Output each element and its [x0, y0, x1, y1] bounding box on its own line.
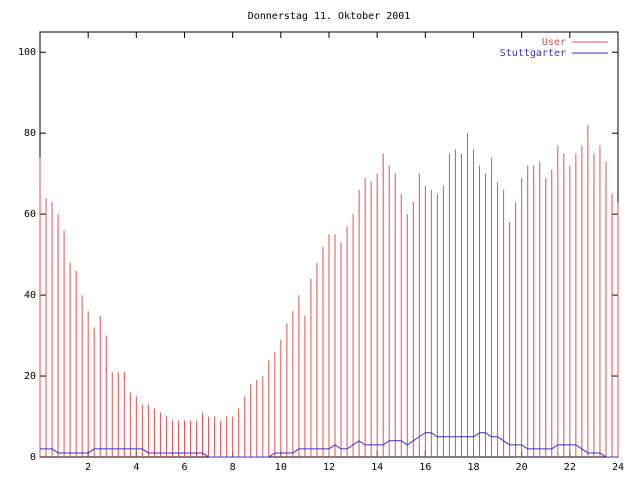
y-tick-label: 40 — [24, 290, 36, 301]
x-tick-label: 2 — [85, 462, 91, 473]
x-tick-label: 12 — [323, 462, 335, 473]
y-tick-label: 100 — [18, 47, 36, 58]
x-tick-label: 20 — [516, 462, 528, 473]
x-tick-label: 22 — [564, 462, 576, 473]
x-tick-label: 8 — [230, 462, 236, 473]
y-tick-label: 0 — [30, 452, 36, 463]
x-tick-label: 14 — [371, 462, 383, 473]
legend-label: Stuttgarter — [500, 48, 566, 59]
y-tick-label: 80 — [24, 128, 36, 139]
x-tick-label: 6 — [181, 462, 187, 473]
legend-label: User — [542, 37, 566, 48]
x-tick-label: 16 — [419, 462, 431, 473]
y-tick-label: 60 — [24, 209, 36, 220]
y-tick-label: 20 — [24, 371, 36, 382]
x-tick-label: 24 — [612, 462, 624, 473]
x-tick-label: 4 — [133, 462, 139, 473]
x-tick-label: 18 — [467, 462, 479, 473]
x-tick-label: 10 — [275, 462, 287, 473]
series-line — [40, 432, 618, 458]
chart-title: Donnerstag 11. Oktober 2001 — [248, 11, 411, 22]
